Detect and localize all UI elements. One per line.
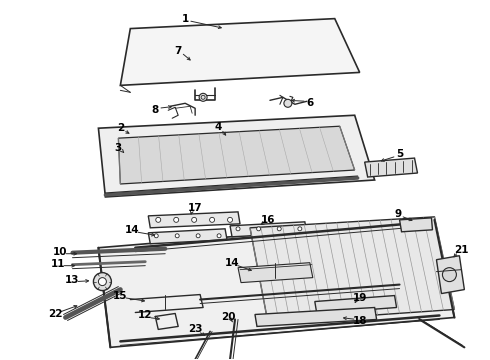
Text: 5: 5 [396,149,403,159]
Text: 1: 1 [182,14,189,24]
Circle shape [210,217,215,222]
Polygon shape [315,296,396,314]
Circle shape [173,217,179,222]
Polygon shape [255,307,377,327]
Text: 16: 16 [261,215,275,225]
Text: 10: 10 [53,247,68,257]
Circle shape [156,217,161,222]
Circle shape [277,227,281,231]
Circle shape [284,99,292,107]
Polygon shape [148,212,240,228]
Text: 18: 18 [352,316,367,327]
Circle shape [257,227,261,231]
Polygon shape [238,263,313,283]
Text: 11: 11 [51,259,66,269]
Polygon shape [98,220,454,347]
Polygon shape [250,217,454,323]
Text: 14: 14 [225,258,239,268]
Circle shape [298,227,302,231]
Text: 22: 22 [49,310,63,319]
Circle shape [98,278,106,285]
Text: 19: 19 [352,293,367,302]
Text: 9: 9 [394,209,401,219]
Polygon shape [121,19,360,85]
Circle shape [236,227,240,231]
Polygon shape [98,115,375,197]
Polygon shape [119,126,355,184]
Text: 6: 6 [306,98,314,108]
Text: 14: 14 [125,225,140,235]
Circle shape [192,217,196,222]
Circle shape [199,93,207,101]
Polygon shape [365,158,417,177]
Circle shape [217,234,221,238]
Circle shape [175,234,179,238]
Text: 7: 7 [174,45,182,55]
Text: 15: 15 [113,291,127,301]
Text: 4: 4 [215,122,222,132]
Text: 17: 17 [188,203,202,213]
Polygon shape [399,218,433,232]
Polygon shape [437,256,465,293]
Text: 13: 13 [65,275,80,285]
Circle shape [196,234,200,238]
Circle shape [94,273,111,291]
Polygon shape [230,222,307,237]
Text: 12: 12 [138,310,152,320]
Circle shape [154,234,158,238]
Text: 23: 23 [188,324,202,334]
Text: 3: 3 [115,143,122,153]
Circle shape [227,217,233,222]
Text: 20: 20 [221,312,235,323]
Text: 2: 2 [117,123,124,133]
Text: 8: 8 [151,105,159,115]
Circle shape [442,268,456,282]
Text: 21: 21 [454,245,468,255]
Polygon shape [148,229,227,244]
